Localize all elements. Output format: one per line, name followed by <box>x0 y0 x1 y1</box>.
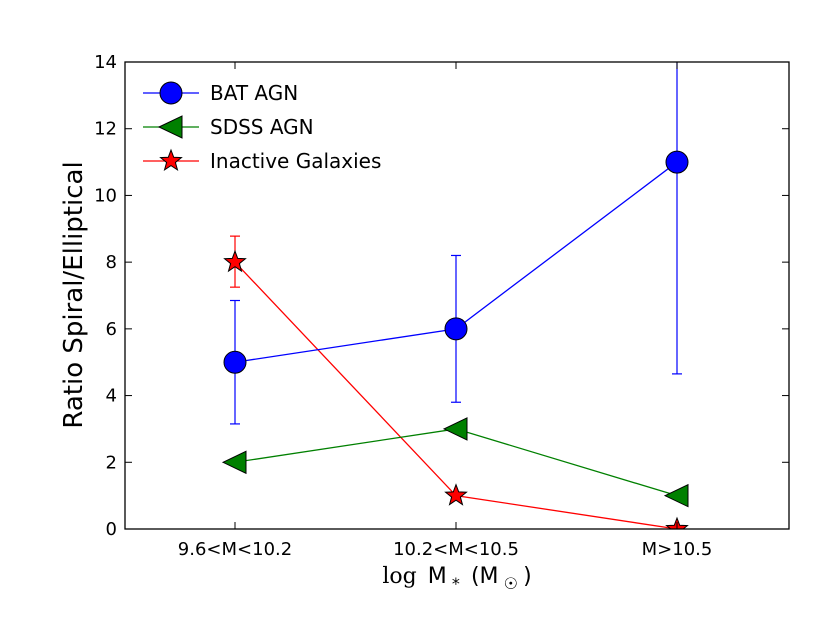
data-point <box>223 350 247 374</box>
series-sdss-agn <box>221 417 689 508</box>
data-point <box>221 450 247 475</box>
plot-area <box>221 62 689 529</box>
series-inactive-galaxies <box>223 235 689 529</box>
x-axis-label-units-open: (M <box>471 564 499 589</box>
x-tick-label: 9.6<M<10.2 <box>178 539 292 560</box>
data-point <box>663 483 689 508</box>
legend-item: BAT AGN <box>143 81 298 105</box>
legend-marker <box>159 148 183 172</box>
y-tick-label: 2 <box>106 452 117 473</box>
x-tick-label: 10.2<M<10.5 <box>393 539 519 560</box>
data-point <box>223 249 247 273</box>
data-point <box>444 483 468 506</box>
x-axis-label-m: M <box>428 564 447 589</box>
legend-label: Inactive Galaxies <box>210 149 381 173</box>
x-axis-label-units-close: ) <box>523 564 532 589</box>
y-tick-label: 8 <box>106 252 117 273</box>
data-point <box>444 317 468 341</box>
series-bat-agn <box>223 62 689 425</box>
x-axis-label-sub: * <box>452 574 460 593</box>
y-tick-label: 14 <box>94 52 117 73</box>
data-point <box>442 417 468 441</box>
data-point <box>665 150 689 174</box>
legend-item: SDSS AGN <box>143 115 314 139</box>
y-tick-label: 4 <box>106 386 117 407</box>
legend: BAT AGN SDSS AGN Inactive Galaxies <box>143 81 381 173</box>
x-tick-label: M>10.5 <box>642 539 713 560</box>
y-tick-label: 12 <box>94 119 117 140</box>
y-axis-label: Ratio Spiral/Elliptical <box>59 161 89 428</box>
legend-marker <box>157 115 183 139</box>
plot-frame <box>124 61 790 530</box>
axes: 0 2 4 6 8 10 12 14 9.6<M<10.2 10.2<M<10.5 M>10.5 <box>94 52 789 560</box>
x-axis-label-log: log <box>382 564 416 589</box>
x-axis-label: log M * (M ☉ ) <box>382 564 531 593</box>
legend-label: BAT AGN <box>210 81 298 105</box>
y-tick-label: 0 <box>106 519 117 540</box>
legend-item: Inactive Galaxies <box>143 148 381 173</box>
x-axis-label-units-sub: ☉ <box>504 574 518 593</box>
y-tick-label: 10 <box>94 185 117 206</box>
y-tick-label: 6 <box>106 319 117 340</box>
legend-marker <box>159 81 183 105</box>
legend-label: SDSS AGN <box>210 115 314 139</box>
